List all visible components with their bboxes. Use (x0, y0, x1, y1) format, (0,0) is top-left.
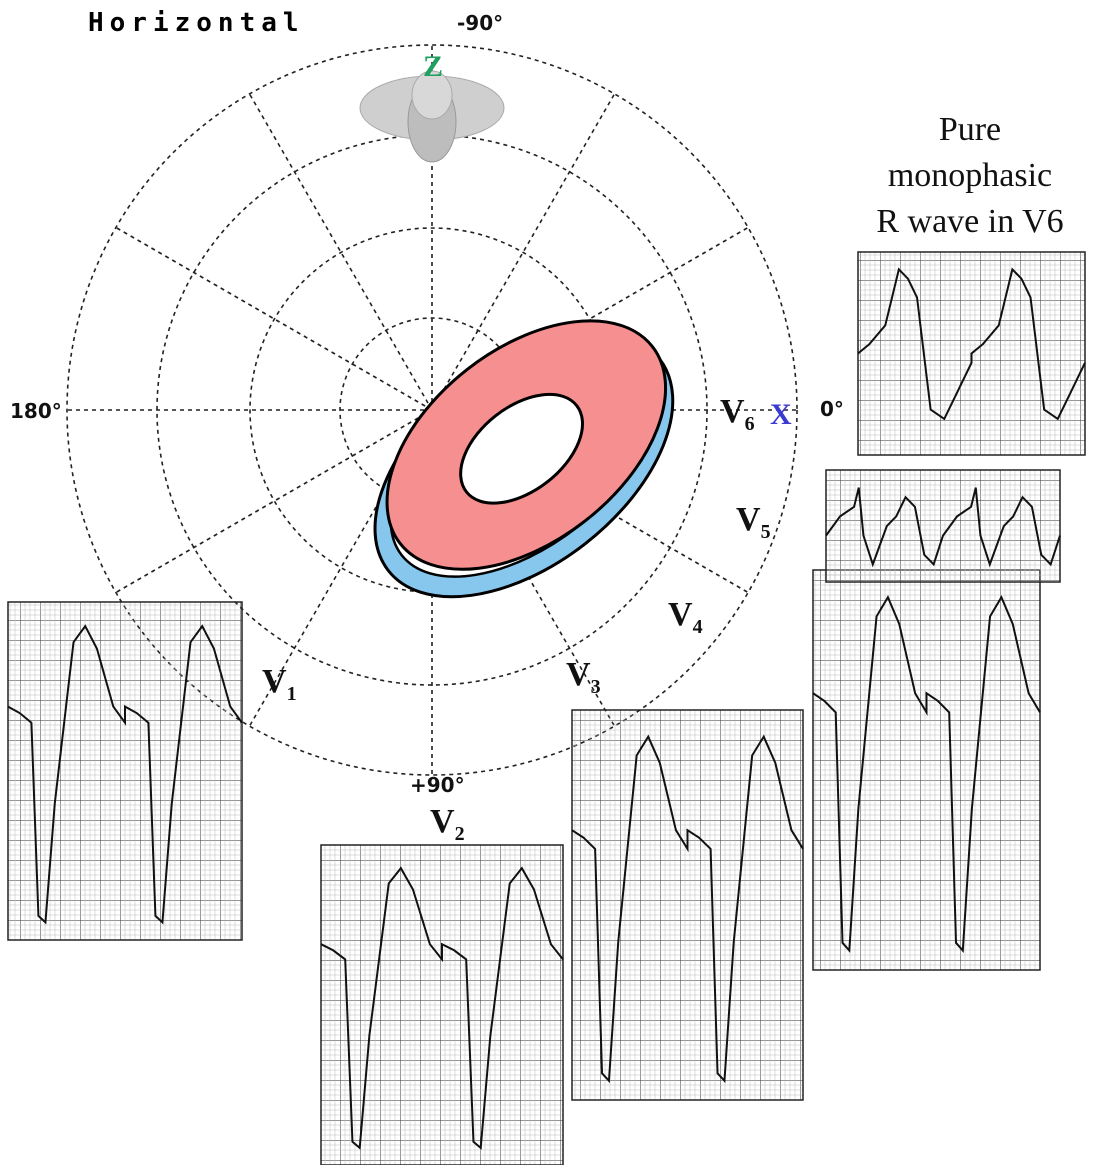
brain-icon (359, 70, 505, 163)
spoke (115, 409, 433, 594)
note-line: monophasic (888, 157, 1052, 194)
title: Horizontal (88, 8, 305, 38)
lead-label: V5 (736, 501, 771, 543)
ecg-paper (7, 601, 243, 941)
lead-index: 6 (745, 413, 755, 435)
lead-name: V (720, 393, 745, 430)
lead-label: V4 (668, 596, 703, 638)
ecg-trace (812, 594, 1041, 953)
lead-index: 3 (591, 676, 601, 698)
ecg-trace (320, 866, 564, 1150)
lead-index: 2 (455, 823, 465, 845)
ecg-strip (825, 469, 1061, 583)
ecg-paper (320, 844, 564, 1165)
ecg-paper (812, 569, 1041, 971)
spoke (248, 93, 433, 411)
spoke (431, 409, 616, 727)
spoke (431, 409, 749, 594)
ecg-strip (857, 251, 1086, 456)
angle-label: 180° (10, 399, 62, 423)
angle-label: -90° (457, 11, 503, 35)
axis-label: Z (423, 50, 443, 83)
note-line: Pure (939, 111, 1001, 148)
lead-name: V (430, 803, 455, 840)
ecg-strip (812, 569, 1041, 971)
lead-name: V (736, 501, 761, 538)
spoke (431, 93, 616, 411)
angle-label: 0° (820, 397, 844, 421)
ecg-trace (571, 734, 804, 1084)
ecg-trace (857, 267, 1086, 421)
lead-name: V (566, 656, 591, 693)
ecg-trace (7, 624, 243, 925)
lead-index: 5 (761, 521, 771, 543)
angle-label: +90° (410, 773, 465, 797)
spoke (248, 409, 433, 727)
ecg-strip (571, 709, 804, 1101)
lead-label: V2 (430, 803, 465, 845)
lead-index: 4 (693, 616, 703, 638)
ecg-strip (320, 844, 564, 1165)
spoke (431, 226, 749, 411)
axis-label: X (770, 398, 792, 431)
lead-label: V3 (566, 656, 601, 698)
lead-label: V6 (720, 393, 755, 435)
lead-label: V1 (262, 663, 297, 705)
ecg-trace (825, 487, 1061, 568)
ecg-paper (571, 709, 804, 1101)
heart-ring (373, 319, 675, 599)
lead-name: V (262, 663, 287, 700)
note-line: R wave in V6 (876, 203, 1063, 240)
ring (66, 44, 798, 776)
polar-grid (66, 44, 798, 776)
lead-index: 1 (287, 683, 297, 705)
spoke (115, 226, 433, 411)
lead-name: V (668, 596, 693, 633)
ecg-strip (7, 601, 243, 941)
ecg-paper (825, 469, 1061, 583)
